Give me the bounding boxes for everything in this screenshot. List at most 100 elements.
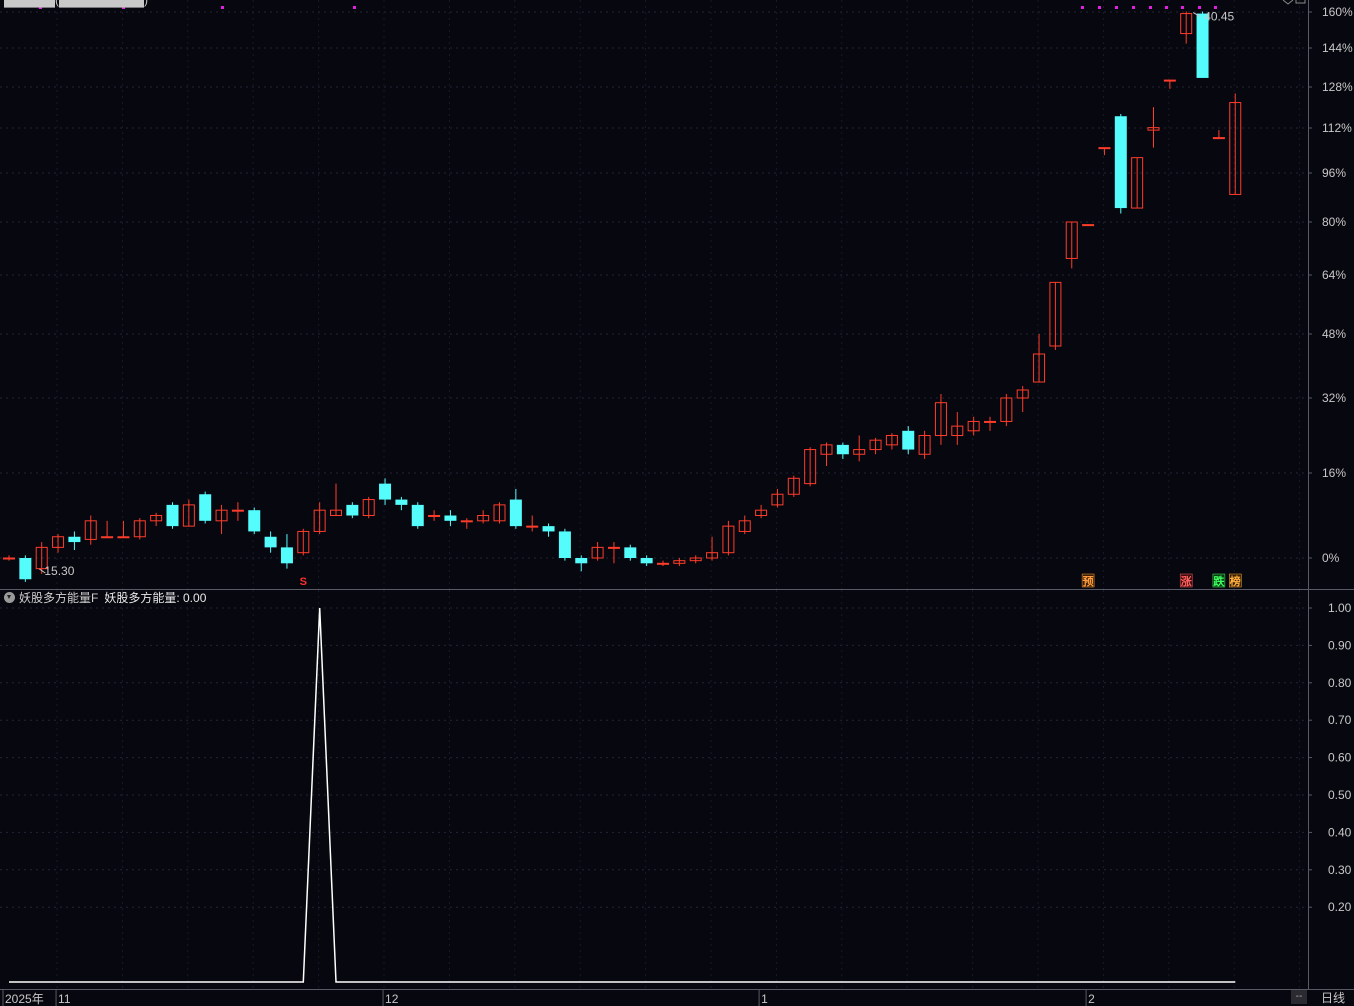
candle-body-up (133, 520, 146, 538)
price-axis-label: 32% (1322, 391, 1346, 405)
candle-body-up (1098, 147, 1111, 150)
signal-dot (1149, 6, 1152, 9)
price-axis-label: 160% (1322, 5, 1353, 19)
indicator-axis-label: 0.20 (1328, 900, 1352, 914)
indicator-axis-label: 1.00 (1328, 601, 1352, 615)
candle-body-up (591, 546, 604, 559)
candle-body-up (101, 536, 114, 539)
candle-body-up (215, 509, 228, 522)
candle-body-down (1196, 13, 1209, 78)
candle-body-up (1212, 137, 1225, 140)
candle-body-up (1016, 389, 1029, 399)
candle-body-up (1033, 353, 1046, 383)
candle-body-down (411, 504, 424, 527)
candle-body-up (607, 546, 620, 549)
price-axis-label: 16% (1322, 466, 1346, 480)
candle-body-down (19, 558, 32, 580)
price-axis-label: 128% (1322, 80, 1353, 94)
candle-body-up (951, 425, 964, 436)
indicator-axis-label: 0.60 (1328, 751, 1352, 765)
candle-body-up (755, 509, 768, 516)
candle-body-up (330, 509, 342, 516)
candle-body-up (934, 402, 947, 436)
candle-body-down (248, 510, 261, 532)
high-pointer (1192, 12, 1201, 17)
candle-body-up (787, 477, 800, 495)
price-axis-label: 144% (1322, 41, 1353, 55)
candle-body-down (509, 499, 522, 527)
indicator-axis-label: 0.30 (1328, 863, 1352, 877)
candle-body-down (624, 547, 637, 558)
candle-body-down (640, 558, 653, 564)
candle-body-down (280, 547, 293, 564)
collapse-chevron-icon[interactable] (4, 592, 15, 603)
date-axis-label: 2 (1088, 992, 1095, 1006)
candle-body-down (444, 515, 457, 521)
period-selector[interactable]: -- 日线 (1291, 990, 1354, 1006)
candle-body-up (869, 439, 882, 451)
signal-dot (1198, 6, 1201, 9)
candle-body-up (657, 562, 669, 565)
candle-body-up (706, 552, 719, 559)
candle-body-up (1065, 221, 1078, 259)
price-axis-label: 48% (1322, 327, 1346, 341)
candle-body-down (346, 504, 359, 516)
indicator-axis-label: 0.90 (1328, 638, 1352, 652)
candle-body-down (902, 430, 915, 450)
signal-dot (39, 6, 42, 9)
signal-dot (221, 6, 224, 9)
indicator-axis-label: 0.50 (1328, 788, 1352, 802)
date-axis-label: 2025年 (5, 992, 44, 1006)
signal-dot (353, 6, 356, 9)
candle-body-up (1229, 102, 1242, 195)
indicator-axis-label: 0.40 (1328, 825, 1352, 839)
candle-body-up (493, 504, 506, 522)
settings-icon (1295, 0, 1306, 4)
candle-body-up (477, 515, 490, 522)
low-pointer (39, 568, 46, 574)
price-axis-label: 64% (1322, 268, 1346, 282)
candle-body-up (117, 536, 130, 539)
candle-body-up (1180, 13, 1193, 35)
low-price-label: 15.30 (44, 564, 74, 578)
date-axis-label: 12 (385, 992, 399, 1006)
candle-body-up (231, 509, 244, 512)
candle-body-up (804, 449, 817, 485)
candle-body-down (199, 494, 212, 521)
indicator-header[interactable]: 妖股多方能量F 妖股多方能量: 0.00 (4, 590, 206, 606)
event-marker-box (1179, 573, 1193, 588)
indicator-axis-label: 0.70 (1328, 713, 1352, 727)
candle-body-up (771, 493, 784, 506)
candle-body-up (1049, 281, 1062, 347)
candle-body-down (68, 536, 81, 543)
candle-body-up (984, 420, 996, 423)
candle-body-down (558, 531, 571, 558)
candle-body-up (526, 525, 539, 528)
candle-body-up (182, 504, 195, 527)
candle-body-down (836, 444, 849, 455)
candle-body-down (1114, 116, 1127, 209)
period-dash-button[interactable]: -- (1291, 990, 1307, 1004)
candle-body-up (460, 520, 473, 523)
candle-body-up (1163, 79, 1176, 82)
event-marker: 涨 (1181, 574, 1192, 588)
event-marker: 预 (1083, 574, 1094, 588)
period-label[interactable]: 日线 (1321, 991, 1346, 1005)
candle-body-up (738, 520, 751, 532)
indicator-name: 妖股多方能量F (19, 591, 99, 605)
candle-body-down (575, 558, 588, 564)
candle-body-up (918, 435, 931, 455)
signal-dot (1081, 6, 1084, 9)
event-marker: 榜 (1230, 574, 1241, 588)
event-marker-box (1081, 573, 1095, 588)
candle-body-up (3, 557, 15, 560)
candle-body-up (1000, 397, 1013, 422)
candle-body-up (35, 546, 48, 570)
candle-body-up (150, 515, 163, 522)
candle-body-up (967, 420, 980, 432)
high-price-label: 40.45 (1204, 10, 1234, 24)
event-marker-box (1229, 573, 1242, 588)
price-axis-label: 96% (1322, 166, 1346, 180)
